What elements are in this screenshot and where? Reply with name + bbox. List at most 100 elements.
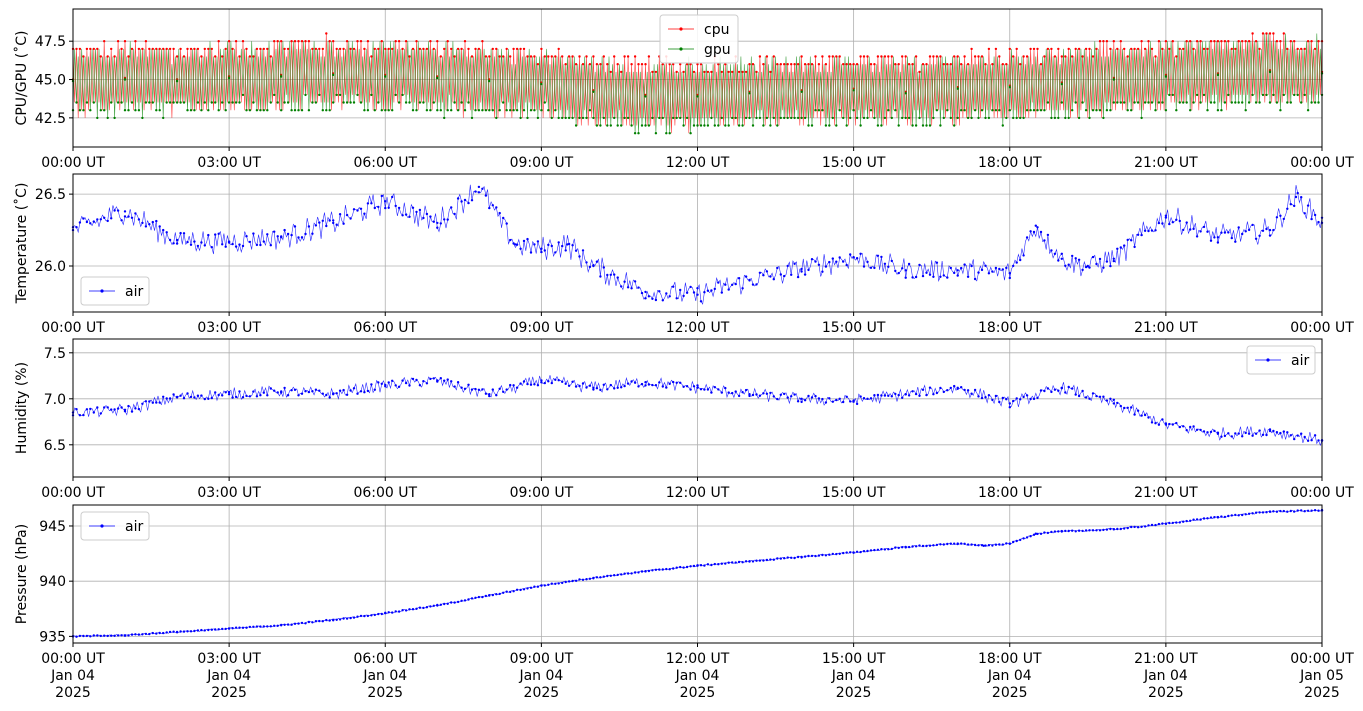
data-point-cpu	[224, 47, 227, 51]
data-point-cpu	[422, 47, 425, 51]
data-point-cpu	[654, 70, 658, 74]
data-point-gpu	[1296, 93, 1299, 97]
data-point-air	[554, 582, 557, 585]
data-point-gpu	[179, 101, 182, 104]
data-point-air	[644, 570, 647, 573]
data-point-cpu	[1140, 40, 1143, 43]
data-point-air	[939, 386, 942, 390]
data-point-air	[706, 388, 710, 391]
data-point-gpu	[158, 109, 161, 112]
data-point-air	[928, 544, 932, 547]
data-point-gpu	[1230, 101, 1234, 104]
x-tick-label: 2025	[1304, 685, 1340, 701]
data-point-air	[633, 381, 637, 384]
data-point-air	[803, 555, 807, 558]
data-point-air	[1143, 413, 1147, 417]
data-point-gpu	[373, 109, 376, 112]
data-point-cpu	[873, 62, 876, 66]
data-point-air	[1282, 430, 1286, 433]
data-point-gpu	[1244, 109, 1247, 112]
data-point-air	[1206, 517, 1209, 520]
data-point-air	[581, 249, 585, 252]
data-point-air	[828, 553, 831, 556]
data-point-air	[859, 252, 862, 255]
data-point-air	[120, 219, 123, 222]
x-tick-label: 15:00 UT	[822, 155, 886, 171]
data-point-air	[1064, 391, 1067, 394]
data-point-cpu	[106, 55, 109, 58]
data-point-air	[592, 576, 595, 580]
data-point-gpu	[1206, 109, 1209, 112]
data-point-air	[453, 601, 456, 604]
data-point-air	[248, 240, 252, 244]
data-point-air	[262, 625, 265, 628]
data-point-cpu	[960, 62, 963, 66]
data-point-gpu	[987, 116, 991, 120]
data-point-air	[748, 394, 751, 398]
data-point-air	[259, 625, 262, 628]
data-point-gpu	[470, 116, 474, 120]
data-point-gpu	[731, 116, 734, 120]
data-point-air	[1147, 229, 1150, 233]
data-point-air	[557, 582, 560, 585]
data-point-cpu	[1313, 47, 1317, 51]
data-point-air	[96, 406, 99, 409]
data-point-gpu	[498, 109, 501, 112]
data-point-air	[1164, 423, 1168, 426]
data-point-gpu	[869, 109, 873, 112]
data-point-air	[810, 258, 814, 261]
data-point-air	[512, 242, 515, 245]
data-point-air	[1244, 230, 1247, 233]
data-point-air	[1015, 397, 1018, 400]
data-point-cpu	[1067, 47, 1070, 51]
data-point-air	[550, 381, 553, 385]
x-tick-label: 2025	[680, 685, 716, 701]
data-point-air	[404, 213, 408, 216]
data-point-air	[765, 392, 769, 395]
data-point-air	[1112, 528, 1116, 531]
data-point-air	[1050, 249, 1053, 252]
data-point-gpu	[113, 116, 116, 120]
data-point-cpu	[1251, 32, 1254, 35]
data-point-cpu	[1084, 47, 1088, 51]
data-point-air	[633, 280, 637, 283]
data-point-air	[1161, 222, 1164, 225]
data-point-air	[1296, 509, 1299, 512]
data-point-air	[637, 286, 640, 289]
data-point-gpu	[890, 116, 893, 120]
data-point-cpu	[210, 47, 213, 51]
data-point-gpu	[200, 109, 203, 112]
data-point-gpu	[116, 101, 120, 104]
data-point-air	[252, 625, 255, 628]
data-point-air	[1043, 239, 1046, 242]
data-point-gpu	[384, 109, 387, 112]
data-point-air	[689, 285, 692, 289]
data-point-air	[873, 548, 876, 552]
data-point-air	[1084, 529, 1088, 532]
x-tick-label: 21:00 UT	[1134, 320, 1198, 336]
data-point-air	[776, 397, 779, 401]
data-point-cpu	[779, 62, 782, 66]
y-axis-label: CPU/GPU (˚C)	[13, 31, 30, 126]
data-point-cpu	[1050, 47, 1053, 51]
data-point-air	[748, 279, 751, 282]
data-point-cpu	[103, 40, 106, 43]
data-point-cpu	[817, 62, 821, 66]
data-point-air	[613, 273, 616, 276]
data-point-air	[401, 214, 404, 217]
data-point-air	[1109, 264, 1112, 268]
data-point-air	[1289, 434, 1293, 437]
data-point-cpu	[1074, 47, 1077, 51]
data-point-gpu	[616, 124, 619, 127]
data-point-air	[800, 397, 803, 400]
data-point-air	[352, 616, 356, 619]
data-point-air	[241, 396, 245, 399]
data-point-gpu	[911, 124, 914, 127]
y-tick-label: 26.5	[35, 187, 66, 203]
data-point-gpu	[685, 116, 689, 120]
data-point-cpu	[835, 55, 838, 58]
data-point-air	[116, 209, 120, 212]
data-point-air	[731, 561, 734, 564]
data-point-air	[85, 408, 89, 411]
data-point-air	[397, 610, 401, 613]
